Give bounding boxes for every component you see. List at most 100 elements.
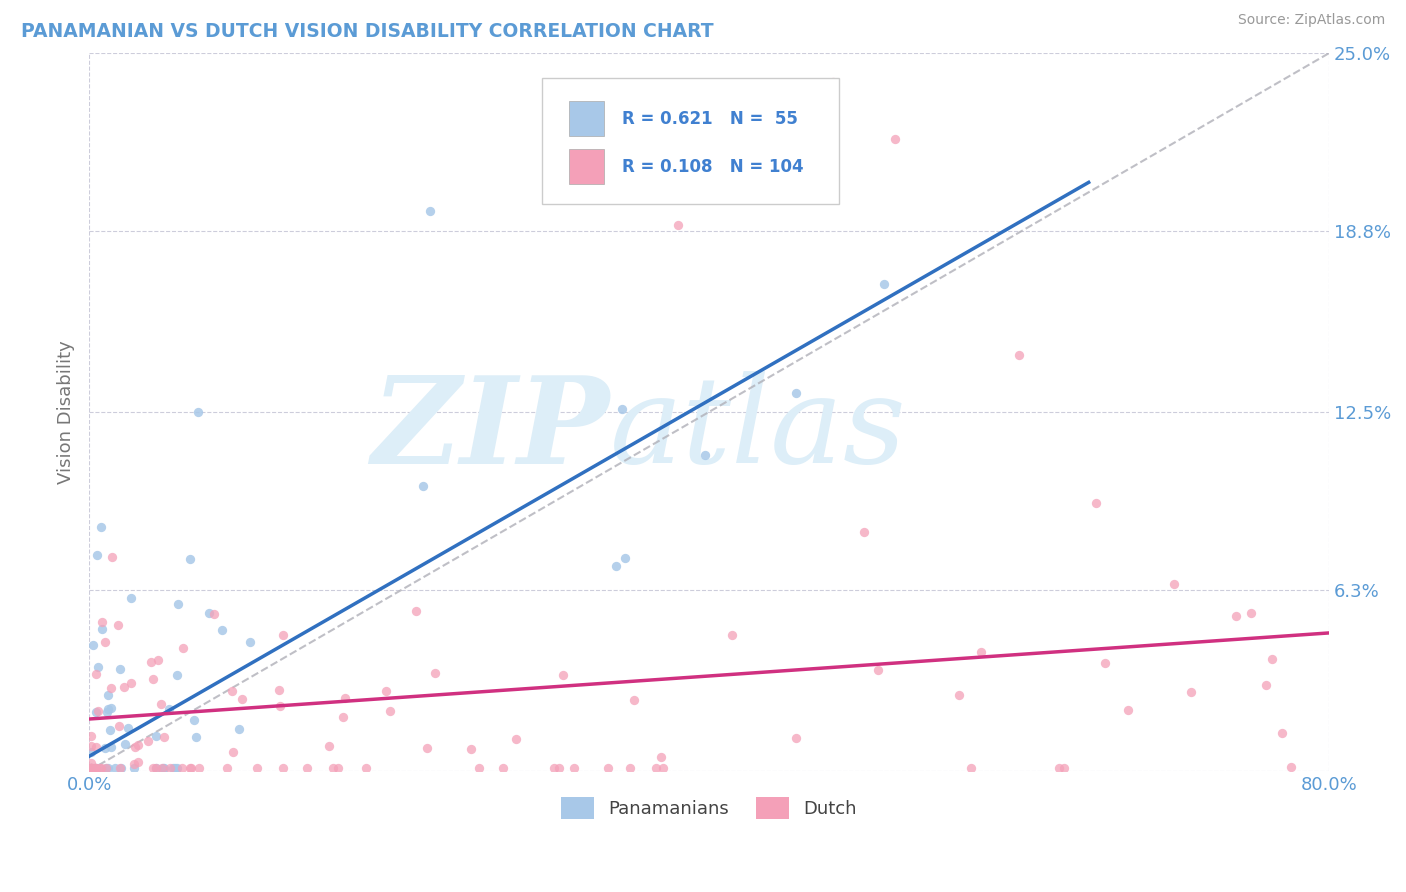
FancyBboxPatch shape xyxy=(569,102,603,136)
Point xyxy=(110,761,132,775)
Point xyxy=(100,549,122,564)
Point xyxy=(163,761,186,775)
Point xyxy=(145,729,167,743)
Point xyxy=(551,667,574,681)
Point xyxy=(84,761,107,775)
Point xyxy=(80,761,103,775)
Point xyxy=(90,615,112,630)
Point xyxy=(84,761,107,775)
Point xyxy=(970,644,993,658)
Point xyxy=(645,761,668,775)
FancyBboxPatch shape xyxy=(569,149,603,184)
Text: R = 0.621   N =  55: R = 0.621 N = 55 xyxy=(623,110,799,128)
Text: R = 0.108   N = 104: R = 0.108 N = 104 xyxy=(623,158,804,176)
Point xyxy=(120,591,142,606)
Point xyxy=(547,761,569,775)
Point xyxy=(202,607,225,621)
Point xyxy=(107,617,129,632)
Point xyxy=(1256,678,1278,692)
Point xyxy=(79,729,101,743)
Point xyxy=(179,551,201,566)
Point xyxy=(356,761,378,775)
Point xyxy=(416,741,439,756)
Point xyxy=(84,761,107,775)
Point xyxy=(80,745,103,759)
Point xyxy=(94,761,117,775)
Point xyxy=(187,405,209,419)
Point xyxy=(1225,608,1247,623)
Point xyxy=(98,723,121,738)
Point xyxy=(142,761,165,775)
Point xyxy=(610,401,633,416)
Point xyxy=(124,761,146,775)
Point xyxy=(785,731,807,746)
Point xyxy=(145,761,167,775)
Point xyxy=(120,675,142,690)
Point xyxy=(150,697,173,711)
Point xyxy=(150,761,173,775)
Point xyxy=(884,132,907,146)
Point xyxy=(267,682,290,697)
Point xyxy=(322,761,344,775)
Point xyxy=(90,761,112,775)
Point xyxy=(107,719,129,733)
Point xyxy=(97,688,120,702)
Point xyxy=(84,739,107,754)
Point xyxy=(693,448,716,462)
Point xyxy=(162,761,184,775)
Point xyxy=(198,606,221,620)
Point xyxy=(86,705,108,719)
Point xyxy=(86,549,108,563)
Point xyxy=(419,204,441,219)
Point xyxy=(86,705,108,719)
Point xyxy=(326,761,349,775)
Point xyxy=(90,520,112,534)
Point xyxy=(87,761,110,775)
Point xyxy=(153,730,176,744)
Text: Source: ZipAtlas.com: Source: ZipAtlas.com xyxy=(1237,13,1385,28)
Point xyxy=(423,665,446,680)
Point xyxy=(1180,685,1202,699)
Point xyxy=(460,742,482,756)
Point xyxy=(89,761,111,775)
Point xyxy=(79,756,101,770)
Point xyxy=(271,761,294,775)
Point xyxy=(79,739,101,753)
Point xyxy=(1053,761,1076,775)
Point xyxy=(114,737,136,751)
Point xyxy=(505,731,527,746)
Point xyxy=(269,698,291,713)
Point xyxy=(117,721,139,735)
Point xyxy=(80,761,103,775)
Point xyxy=(1271,726,1294,740)
Point xyxy=(122,757,145,772)
Point xyxy=(1084,496,1107,510)
Point xyxy=(100,739,122,754)
Point xyxy=(112,681,135,695)
Point xyxy=(142,672,165,686)
Point xyxy=(332,710,354,724)
Point xyxy=(87,660,110,674)
Text: atlas: atlas xyxy=(610,371,907,489)
Point xyxy=(852,525,875,540)
Point xyxy=(318,739,340,754)
Point xyxy=(623,692,645,706)
Point xyxy=(948,688,970,702)
Point xyxy=(1094,657,1116,671)
Point xyxy=(108,662,131,676)
Point xyxy=(335,690,357,705)
Y-axis label: Vision Disability: Vision Disability xyxy=(58,340,75,483)
Point xyxy=(1279,760,1302,774)
Point xyxy=(97,761,120,775)
Point xyxy=(146,653,169,667)
Point xyxy=(166,761,188,775)
Point xyxy=(157,702,180,716)
Point xyxy=(1116,703,1139,717)
Point xyxy=(100,700,122,714)
Legend: Panamanians, Dutch: Panamanians, Dutch xyxy=(554,789,863,826)
Point xyxy=(543,761,565,775)
Point xyxy=(136,734,159,748)
Point xyxy=(94,741,117,756)
Point xyxy=(412,479,434,493)
Point xyxy=(564,761,586,775)
